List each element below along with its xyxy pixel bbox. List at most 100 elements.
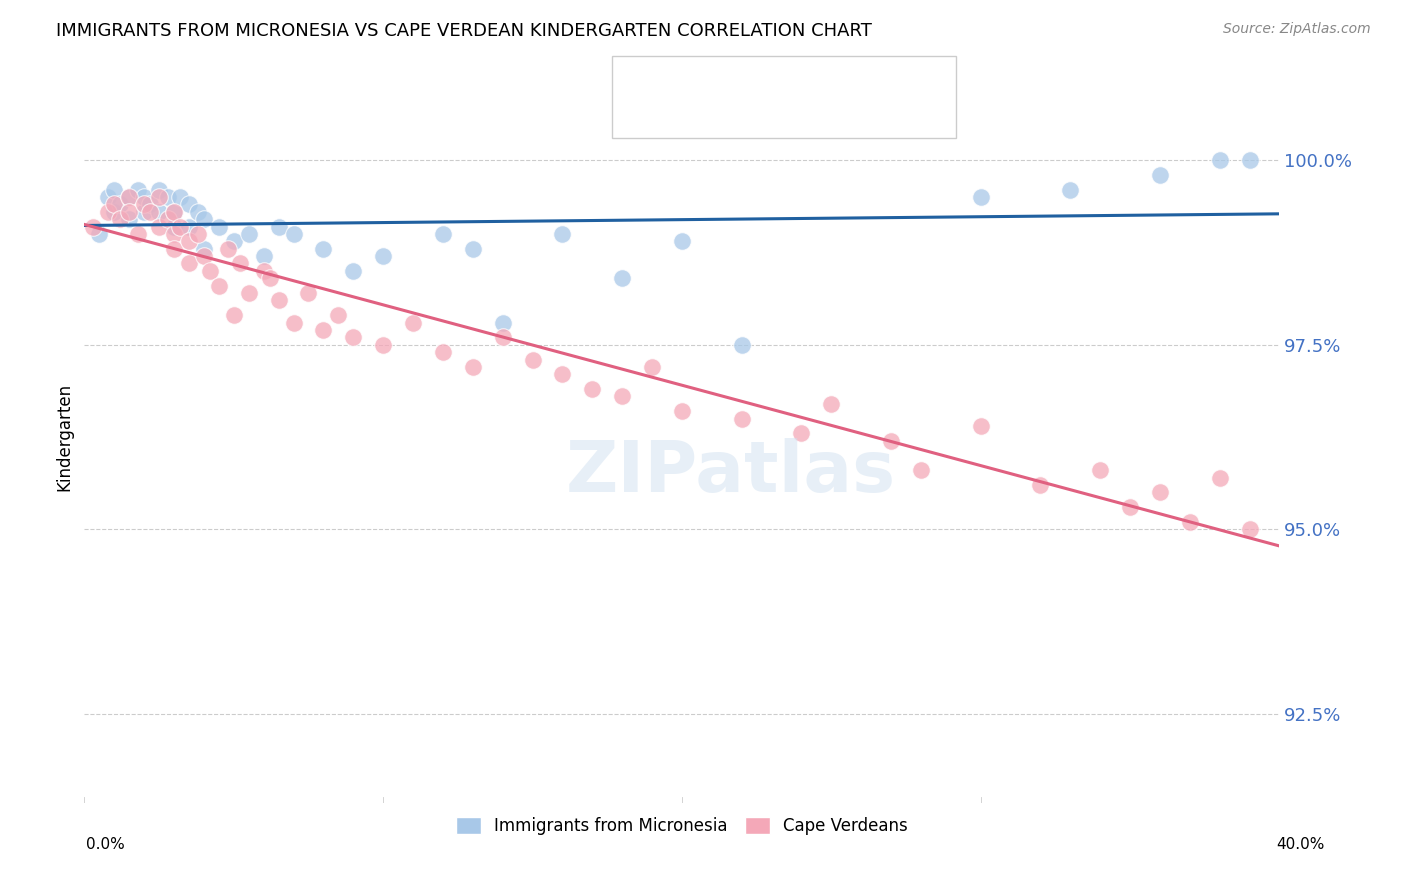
Point <box>790 426 813 441</box>
Text: R = 0.365   N = 43: R = 0.365 N = 43 <box>659 69 860 87</box>
Point <box>187 204 209 219</box>
Point <box>283 316 305 330</box>
Point <box>228 256 252 270</box>
Point <box>148 190 170 204</box>
Point <box>238 227 260 241</box>
Point <box>1209 471 1232 485</box>
Point <box>522 352 544 367</box>
Legend: Immigrants from Micronesia, Cape Verdeans: Immigrants from Micronesia, Cape Verdean… <box>450 811 914 842</box>
Y-axis label: Kindergarten: Kindergarten <box>55 383 73 491</box>
Point <box>328 308 350 322</box>
Point <box>157 190 180 204</box>
Point <box>551 227 574 241</box>
Point <box>267 219 290 234</box>
Text: ZIPatlas: ZIPatlas <box>567 438 896 508</box>
Point <box>118 190 141 204</box>
Point <box>461 242 484 256</box>
FancyBboxPatch shape <box>619 62 650 93</box>
Point <box>193 212 215 227</box>
Text: R = 0.068   N = 58: R = 0.068 N = 58 <box>659 107 860 126</box>
Point <box>1239 153 1261 167</box>
Point <box>259 271 281 285</box>
Point <box>342 330 364 344</box>
Point <box>671 235 693 249</box>
Point <box>1178 515 1201 529</box>
Text: Source: ZipAtlas.com: Source: ZipAtlas.com <box>1223 22 1371 37</box>
FancyBboxPatch shape <box>619 102 650 132</box>
FancyBboxPatch shape <box>612 56 956 138</box>
Point <box>169 219 191 234</box>
Point <box>110 212 132 227</box>
Point <box>148 219 170 234</box>
Point <box>132 204 156 219</box>
Point <box>342 264 364 278</box>
Point <box>671 404 693 418</box>
Point <box>283 227 305 241</box>
Point <box>163 204 186 219</box>
Point <box>193 242 215 256</box>
Point <box>222 235 245 249</box>
Point <box>177 235 200 249</box>
Point <box>198 264 221 278</box>
Point <box>177 197 200 211</box>
Point <box>132 190 156 204</box>
Point <box>163 227 186 241</box>
Point <box>139 197 162 211</box>
Point <box>157 212 180 227</box>
Point <box>208 219 231 234</box>
Point <box>312 242 335 256</box>
Point <box>222 308 245 322</box>
Point <box>970 190 993 204</box>
Point <box>118 204 141 219</box>
Point <box>297 285 319 300</box>
Point <box>139 204 162 219</box>
Point <box>132 197 156 211</box>
Point <box>217 242 239 256</box>
Point <box>110 197 132 211</box>
Point <box>148 183 170 197</box>
Point <box>169 190 191 204</box>
Point <box>612 389 634 403</box>
Point <box>89 227 111 241</box>
Point <box>910 463 932 477</box>
Point <box>581 382 603 396</box>
Point <box>312 323 335 337</box>
Point <box>127 183 149 197</box>
Point <box>163 204 186 219</box>
Point <box>193 249 215 263</box>
Point <box>148 204 170 219</box>
Point <box>492 330 515 344</box>
Point <box>1059 183 1081 197</box>
Point <box>253 249 276 263</box>
Text: 0.0%: 0.0% <box>86 838 125 852</box>
Point <box>97 204 120 219</box>
Point <box>731 411 754 425</box>
Point <box>163 242 186 256</box>
Point <box>1029 478 1052 492</box>
Point <box>177 256 200 270</box>
Point <box>103 197 125 211</box>
Point <box>820 397 842 411</box>
Point <box>267 293 290 308</box>
Point <box>461 359 484 374</box>
Point <box>880 434 903 448</box>
Text: IMMIGRANTS FROM MICRONESIA VS CAPE VERDEAN KINDERGARTEN CORRELATION CHART: IMMIGRANTS FROM MICRONESIA VS CAPE VERDE… <box>56 22 872 40</box>
Point <box>373 249 395 263</box>
Point <box>551 368 574 382</box>
Text: 40.0%: 40.0% <box>1277 838 1324 852</box>
Point <box>731 337 754 351</box>
Point <box>373 337 395 351</box>
Point <box>432 227 454 241</box>
Point <box>492 316 515 330</box>
Point <box>163 219 186 234</box>
Point <box>1090 463 1112 477</box>
Point <box>187 227 209 241</box>
Point <box>1149 485 1171 500</box>
Point <box>402 316 425 330</box>
Point <box>641 359 664 374</box>
Point <box>103 183 125 197</box>
Point <box>103 204 125 219</box>
Point <box>82 219 104 234</box>
Point <box>970 419 993 434</box>
Point <box>127 227 149 241</box>
